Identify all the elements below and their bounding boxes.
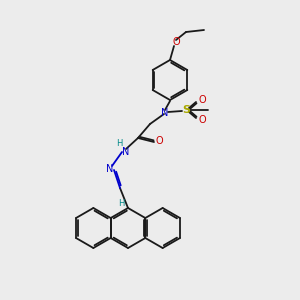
Text: N: N	[122, 147, 130, 157]
Text: O: O	[155, 136, 163, 146]
Text: O: O	[198, 95, 206, 105]
Text: S: S	[182, 105, 190, 115]
Text: N: N	[161, 108, 169, 118]
Text: H: H	[118, 199, 124, 208]
Text: O: O	[172, 37, 180, 47]
Text: O: O	[198, 115, 206, 125]
Text: H: H	[116, 140, 122, 148]
Text: N: N	[106, 164, 114, 174]
